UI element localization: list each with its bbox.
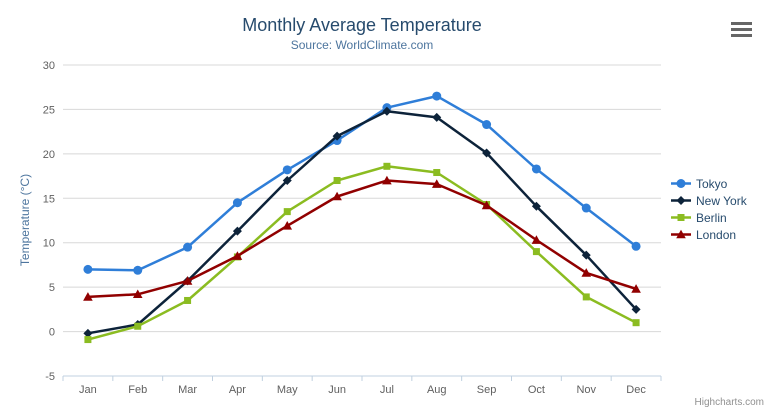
legend-item-label: Tokyo (696, 176, 728, 191)
point-berlin-jan[interactable] (84, 336, 92, 344)
point-tokyo-apr[interactable] (232, 198, 242, 208)
point-berlin-jul[interactable] (383, 162, 391, 170)
point-new-york-jul[interactable] (382, 106, 392, 116)
legend-item-berlin[interactable]: Berlin (671, 210, 747, 225)
y-tick-label: 5 (49, 282, 55, 294)
point-london-aug[interactable] (431, 179, 442, 188)
point-tokyo-oct[interactable] (531, 164, 541, 174)
legend-marker-tokyo (676, 179, 686, 188)
point-berlin-dec[interactable] (632, 319, 640, 327)
point-tokyo-aug[interactable] (432, 91, 442, 101)
point-berlin-jun[interactable] (333, 177, 341, 185)
x-tick-label: Aug (427, 384, 447, 396)
x-tick-label: Jan (79, 384, 97, 396)
legend-circle-icon (671, 179, 691, 188)
x-tick-label: Nov (576, 384, 596, 396)
x-tick-label: Apr (229, 384, 246, 396)
x-tick-label: Dec (626, 384, 646, 396)
chart-subtitle: Source: WorldClimate.com (290, 38, 434, 52)
x-tick-label: Mar (178, 384, 197, 396)
credits-link[interactable]: Highcharts.com (694, 397, 764, 408)
hamburger-icon (731, 21, 755, 37)
y-tick-label: -5 (45, 371, 55, 383)
legend-item-new-york[interactable]: New York (671, 193, 747, 208)
point-new-york-jan[interactable] (83, 328, 93, 338)
point-tokyo-sep[interactable] (482, 120, 492, 130)
point-new-york-dec[interactable] (631, 304, 641, 314)
series-line-tokyo (86, 94, 638, 272)
point-london-mar[interactable] (182, 276, 193, 285)
legend-item-label: Berlin (696, 210, 727, 225)
y-tick-label: 25 (43, 104, 55, 116)
point-new-york-aug[interactable] (432, 112, 442, 122)
point-berlin-mar[interactable] (184, 296, 192, 304)
point-london-apr[interactable] (232, 251, 243, 260)
point-new-york-jun[interactable] (332, 131, 342, 141)
y-axis-title: Temperature (°C) (18, 173, 32, 267)
series-line-berlin (86, 165, 638, 341)
point-london-sep[interactable] (481, 200, 492, 210)
point-tokyo-may[interactable] (282, 165, 292, 175)
legend-marker-london (676, 229, 686, 239)
point-berlin-nov[interactable] (582, 293, 590, 301)
legend-square-icon (671, 214, 691, 221)
legend-item-london[interactable]: London (671, 227, 747, 242)
x-tick-label: Jul (380, 384, 394, 396)
point-berlin-may[interactable] (283, 208, 291, 216)
y-tick-label: 10 (43, 238, 55, 250)
point-london-dec[interactable] (631, 284, 641, 293)
legend-item-label: London (696, 227, 737, 242)
point-london-jul[interactable] (382, 175, 392, 185)
point-new-york-may[interactable] (282, 176, 292, 186)
legend: Tokyo New York Berlin London (671, 176, 747, 242)
point-berlin-oct[interactable] (532, 248, 540, 256)
point-tokyo-jan[interactable] (83, 264, 93, 274)
y-tick-label: 20 (43, 149, 55, 161)
series-line-new-york (86, 109, 638, 335)
y-tick-label: 15 (43, 193, 55, 205)
y-tick-label: 0 (49, 327, 55, 339)
x-tick-label: Sep (477, 384, 497, 396)
y-tick-label: 30 (43, 60, 55, 72)
x-tick-label: May (277, 384, 298, 396)
point-new-york-apr[interactable] (232, 226, 242, 236)
x-tick-label: Jun (328, 384, 346, 396)
x-tick-label: Feb (128, 384, 147, 396)
point-berlin-aug[interactable] (433, 169, 441, 177)
point-new-york-sep[interactable] (482, 148, 492, 158)
legend-marker-new-york (676, 196, 686, 205)
point-tokyo-dec[interactable] (631, 241, 641, 251)
point-tokyo-nov[interactable] (581, 203, 591, 213)
point-london-jan[interactable] (83, 292, 93, 301)
point-london-jun[interactable] (332, 191, 342, 201)
legend-item-tokyo[interactable]: Tokyo (671, 176, 747, 191)
legend-diamond-icon (671, 196, 691, 205)
point-tokyo-mar[interactable] (183, 242, 193, 252)
point-london-may[interactable] (282, 221, 293, 230)
point-tokyo-feb[interactable] (133, 265, 143, 275)
legend-item-label: New York (696, 193, 747, 208)
series-line-london (86, 179, 638, 299)
x-tick-label: Oct (528, 384, 545, 396)
chart-title: Monthly Average Temperature (242, 15, 482, 35)
point-new-york-oct[interactable] (531, 201, 541, 211)
point-london-nov[interactable] (581, 268, 592, 277)
point-new-york-nov[interactable] (581, 250, 591, 260)
legend-marker-berlin (677, 214, 685, 221)
legend-triangle-icon (671, 229, 691, 239)
point-london-oct[interactable] (531, 235, 542, 244)
export-menu-button[interactable] (731, 20, 755, 38)
point-berlin-feb[interactable] (134, 322, 142, 330)
point-london-feb[interactable] (132, 289, 143, 299)
